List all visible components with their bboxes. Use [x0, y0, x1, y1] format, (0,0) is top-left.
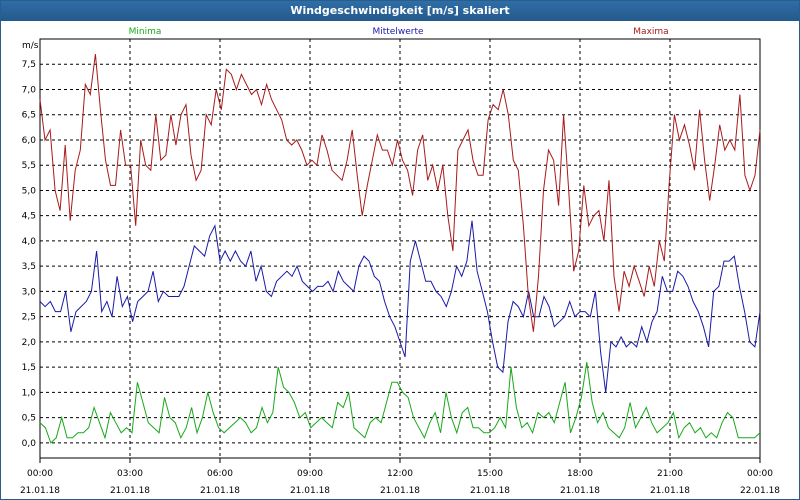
legend-maxima: Maxima — [633, 27, 668, 37]
series-lines — [39, 54, 761, 444]
y-tick-label: 3,5 — [22, 262, 36, 272]
x-tick-time: 03:00 — [117, 469, 143, 479]
y-tick-label: 2,0 — [22, 338, 37, 348]
y-tick-label: 4,5 — [22, 212, 36, 222]
window-title: Windgeschwindigkeit [m/s] skaliert — [1, 1, 799, 21]
legend-minima: Minima — [129, 27, 162, 37]
y-tick-label: 6,0 — [22, 136, 37, 146]
x-tick-time: 09:00 — [297, 469, 323, 479]
y-tick-label: 0,0 — [22, 439, 37, 449]
y-tick-label: 7,5 — [22, 60, 36, 70]
x-tick-date: 21.01.18 — [380, 486, 420, 496]
x-tick-time: 15:00 — [477, 469, 503, 479]
x-tick-time: 00:00 — [27, 469, 53, 479]
y-tick-label: 3,0 — [22, 287, 37, 297]
x-tick-date: 21.01.18 — [200, 486, 240, 496]
y-tick-label: 1,0 — [22, 388, 37, 398]
y-tick-label: 2,5 — [22, 313, 36, 323]
series-minima-line — [39, 362, 761, 444]
x-axis-ticks: 00:00 21.01.18 03:00 21.01.18 06:00 21.01.18 0… — [20, 458, 780, 496]
y-tick-label: 5,0 — [22, 186, 37, 196]
x-tick-date: 21.01.18 — [290, 486, 330, 496]
y-tick-label: 5,5 — [22, 161, 36, 171]
x-tick-time: 00:00 — [747, 469, 773, 479]
x-tick-date: 21.01.18 — [650, 486, 690, 496]
y-tick-label: 1,5 — [22, 363, 36, 373]
x-tick-date: 21.01.18 — [20, 486, 60, 496]
y-tick-label: 6,5 — [22, 111, 36, 121]
x-tick-time: 06:00 — [207, 469, 233, 479]
legend-mittelwerte: Mittelwerte — [372, 27, 423, 37]
grid-lines — [40, 39, 760, 458]
series-maxima-line — [39, 54, 761, 332]
x-tick-date: 21.01.18 — [560, 486, 600, 496]
x-tick-time: 12:00 — [387, 469, 413, 479]
x-tick-time: 21:00 — [657, 469, 683, 479]
x-tick-date: 21.01.18 — [470, 486, 510, 496]
y-tick-label: 7,0 — [22, 85, 37, 95]
y-tick-label: 4,0 — [22, 237, 37, 247]
x-tick-date: 21.01.18 — [110, 486, 150, 496]
y-tick-label: 0,5 — [22, 414, 36, 424]
x-tick-time: 18:00 — [567, 469, 593, 479]
y-axis-label: m/s — [22, 41, 39, 51]
y-axis-ticks: 0,0 0,5 1,0 1,5 2,0 2,5 3,0 3,5 4,0 4,5 5,0 5,5 6,0 6… — [22, 60, 37, 449]
series-mittelwerte-line — [39, 220, 761, 393]
x-tick-date: 22.01.18 — [740, 486, 780, 496]
